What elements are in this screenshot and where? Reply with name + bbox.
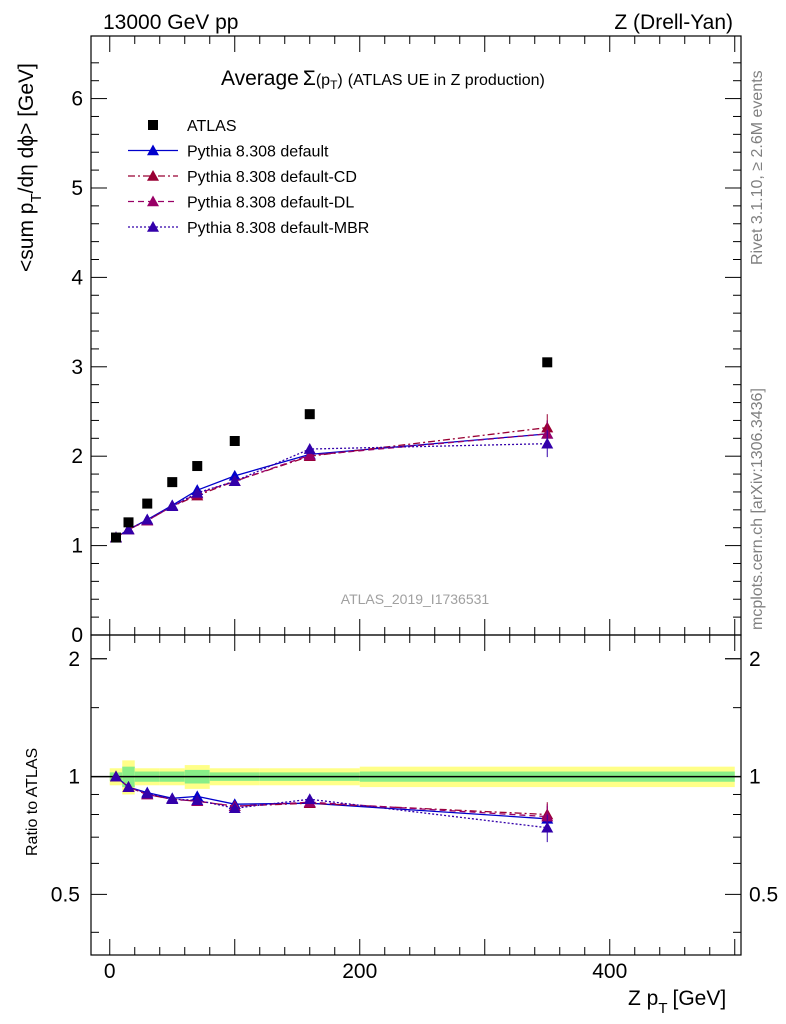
main-series-marker-4 [303, 443, 316, 454]
chart-title: Average Σ(pT) (ATLAS UE in Z production) [221, 67, 545, 92]
ratio-y-tick-label-right: 0.5 [749, 883, 778, 906]
main-y-tick-label: 3 [71, 356, 83, 379]
ratio-series-line-2 [115, 776, 548, 818]
legend-marker-1 [147, 144, 159, 156]
x-axis-label: Z pT [GeV] [628, 987, 726, 1017]
ratio-y-tick-label-left: 0.5 [51, 883, 80, 906]
ratio-series-marker-3 [122, 781, 135, 792]
ratio-y-tick-label-right: 1 [749, 766, 761, 789]
ratio-series-marker-3 [228, 802, 241, 814]
analysis-id: ATLAS_2019_I1736531 [341, 591, 490, 607]
main-y-tick-label: 2 [71, 445, 83, 468]
ratio-y-tick-label-right: 2 [749, 648, 761, 671]
x-tick-label: 0 [104, 960, 116, 983]
main-y-tick-label: 4 [71, 266, 83, 289]
atlas-data-point [111, 532, 121, 543]
legend-marker-2 [147, 170, 159, 181]
ratio-series-marker-3 [110, 770, 122, 782]
ratio-series-marker-3 [191, 794, 204, 806]
rivet-label: Rivet 3.1.10, ≥ 2.6M events [749, 70, 766, 265]
mcplots-label: mcplots.cern.ch [arXiv:1306.3436] [749, 388, 766, 630]
main-y-tick-label: 0 [71, 624, 83, 647]
header-right: Z (Drell-Yan) [614, 11, 733, 34]
ratio-series-marker-3 [141, 787, 154, 799]
ratio-plot-frame [90, 634, 742, 956]
legend-label-0: ATLAS [187, 118, 237, 135]
x-tick-label: 400 [592, 960, 627, 983]
main-series-marker-4 [191, 486, 204, 498]
atlas-data-point [304, 409, 315, 420]
main-y-tick-label: 1 [71, 535, 83, 558]
ratio-series-marker-3 [303, 793, 316, 805]
ratio-y-tick-label-left: 1 [68, 766, 80, 789]
x-tick-label: 200 [342, 960, 377, 983]
main-y-tick-label: 5 [71, 177, 83, 200]
ratio-series-marker-3 [166, 793, 179, 805]
main-series-line-1 [115, 433, 548, 539]
legend-marker-4 [147, 221, 159, 232]
main-series-marker-4 [141, 513, 154, 525]
main-series-line-3 [115, 433, 548, 539]
main-y-tick-label: 6 [71, 88, 83, 111]
main-series-line-4 [115, 443, 548, 539]
legend-label-3: Pythia 8.308 default-DL [187, 195, 354, 212]
ratio-y-label: Ratio to ATLAS [24, 748, 41, 856]
legend-label-4: Pythia 8.308 default-MBR [187, 220, 369, 237]
legend-label-2: Pythia 8.308 default-CD [187, 169, 357, 186]
legend-label-1: Pythia 8.308 default [187, 144, 329, 161]
atlas-data-point [142, 498, 153, 509]
main-series-marker-4 [166, 500, 179, 512]
legend-atlas-marker [148, 120, 158, 130]
main-y-label: <sum pT/dη dϕ> [GeV] [15, 63, 45, 272]
ratio-series-line-3 [115, 776, 548, 829]
main-series-marker-3 [303, 449, 316, 461]
main-series-line-2 [115, 426, 548, 539]
main-series-marker-4 [122, 523, 135, 535]
atlas-data-point [167, 477, 178, 488]
main-series-marker-4 [228, 475, 241, 487]
ratio-y-tick-label-left: 2 [68, 648, 80, 671]
atlas-data-point [123, 517, 134, 528]
header-left: 13000 GeV pp [103, 11, 238, 34]
legend-marker-3 [147, 195, 159, 207]
atlas-data-point [229, 435, 240, 446]
atlas-data-point [542, 357, 553, 368]
atlas-data-point [192, 461, 203, 472]
